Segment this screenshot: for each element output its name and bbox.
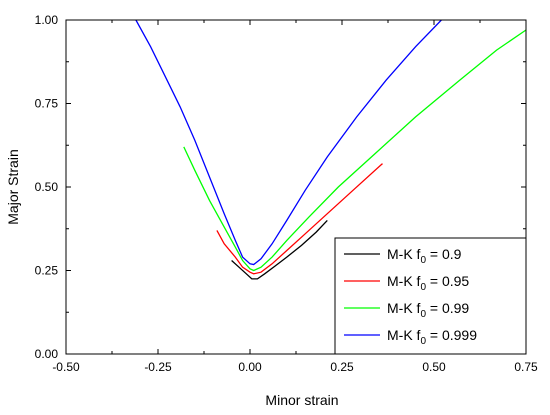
y-tick-label: 0.50 — [35, 180, 59, 194]
series-line-0 — [231, 219, 328, 280]
y-tick-label: 0.75 — [35, 97, 59, 111]
legend-label-1: M-K f0 = 0.95 — [387, 273, 469, 293]
x-tick-label: -0.50 — [52, 360, 80, 374]
legend-label-3: M-K f0 = 0.999 — [387, 327, 477, 347]
series-line-2 — [183, 29, 527, 272]
y-tick-label: 0.25 — [35, 264, 59, 278]
series-line-1 — [216, 163, 383, 275]
y-tick-label: 0.00 — [35, 347, 59, 361]
x-axis-label: Minor strain — [265, 392, 338, 408]
legend-label-2: M-K f0 = 0.99 — [387, 300, 469, 320]
x-tick-label: 0.25 — [330, 360, 354, 374]
legend: M-K f0 = 0.9 M-K f0 = 0.95 M-K f0 = 0.99 M-… — [334, 237, 527, 355]
x-tick-label: 0.50 — [422, 360, 446, 374]
x-tick-label: 0.00 — [238, 360, 262, 374]
legend-label-0: M-K f0 = 0.9 — [387, 246, 462, 266]
x-tick-label: 0.75 — [514, 360, 538, 374]
plot-area — [135, 19, 527, 280]
y-tick-label: 1.00 — [35, 13, 59, 27]
y-axis-label: Major Strain — [5, 149, 21, 224]
x-tick-label: -0.25 — [144, 360, 172, 374]
series-line-3 — [135, 19, 442, 266]
